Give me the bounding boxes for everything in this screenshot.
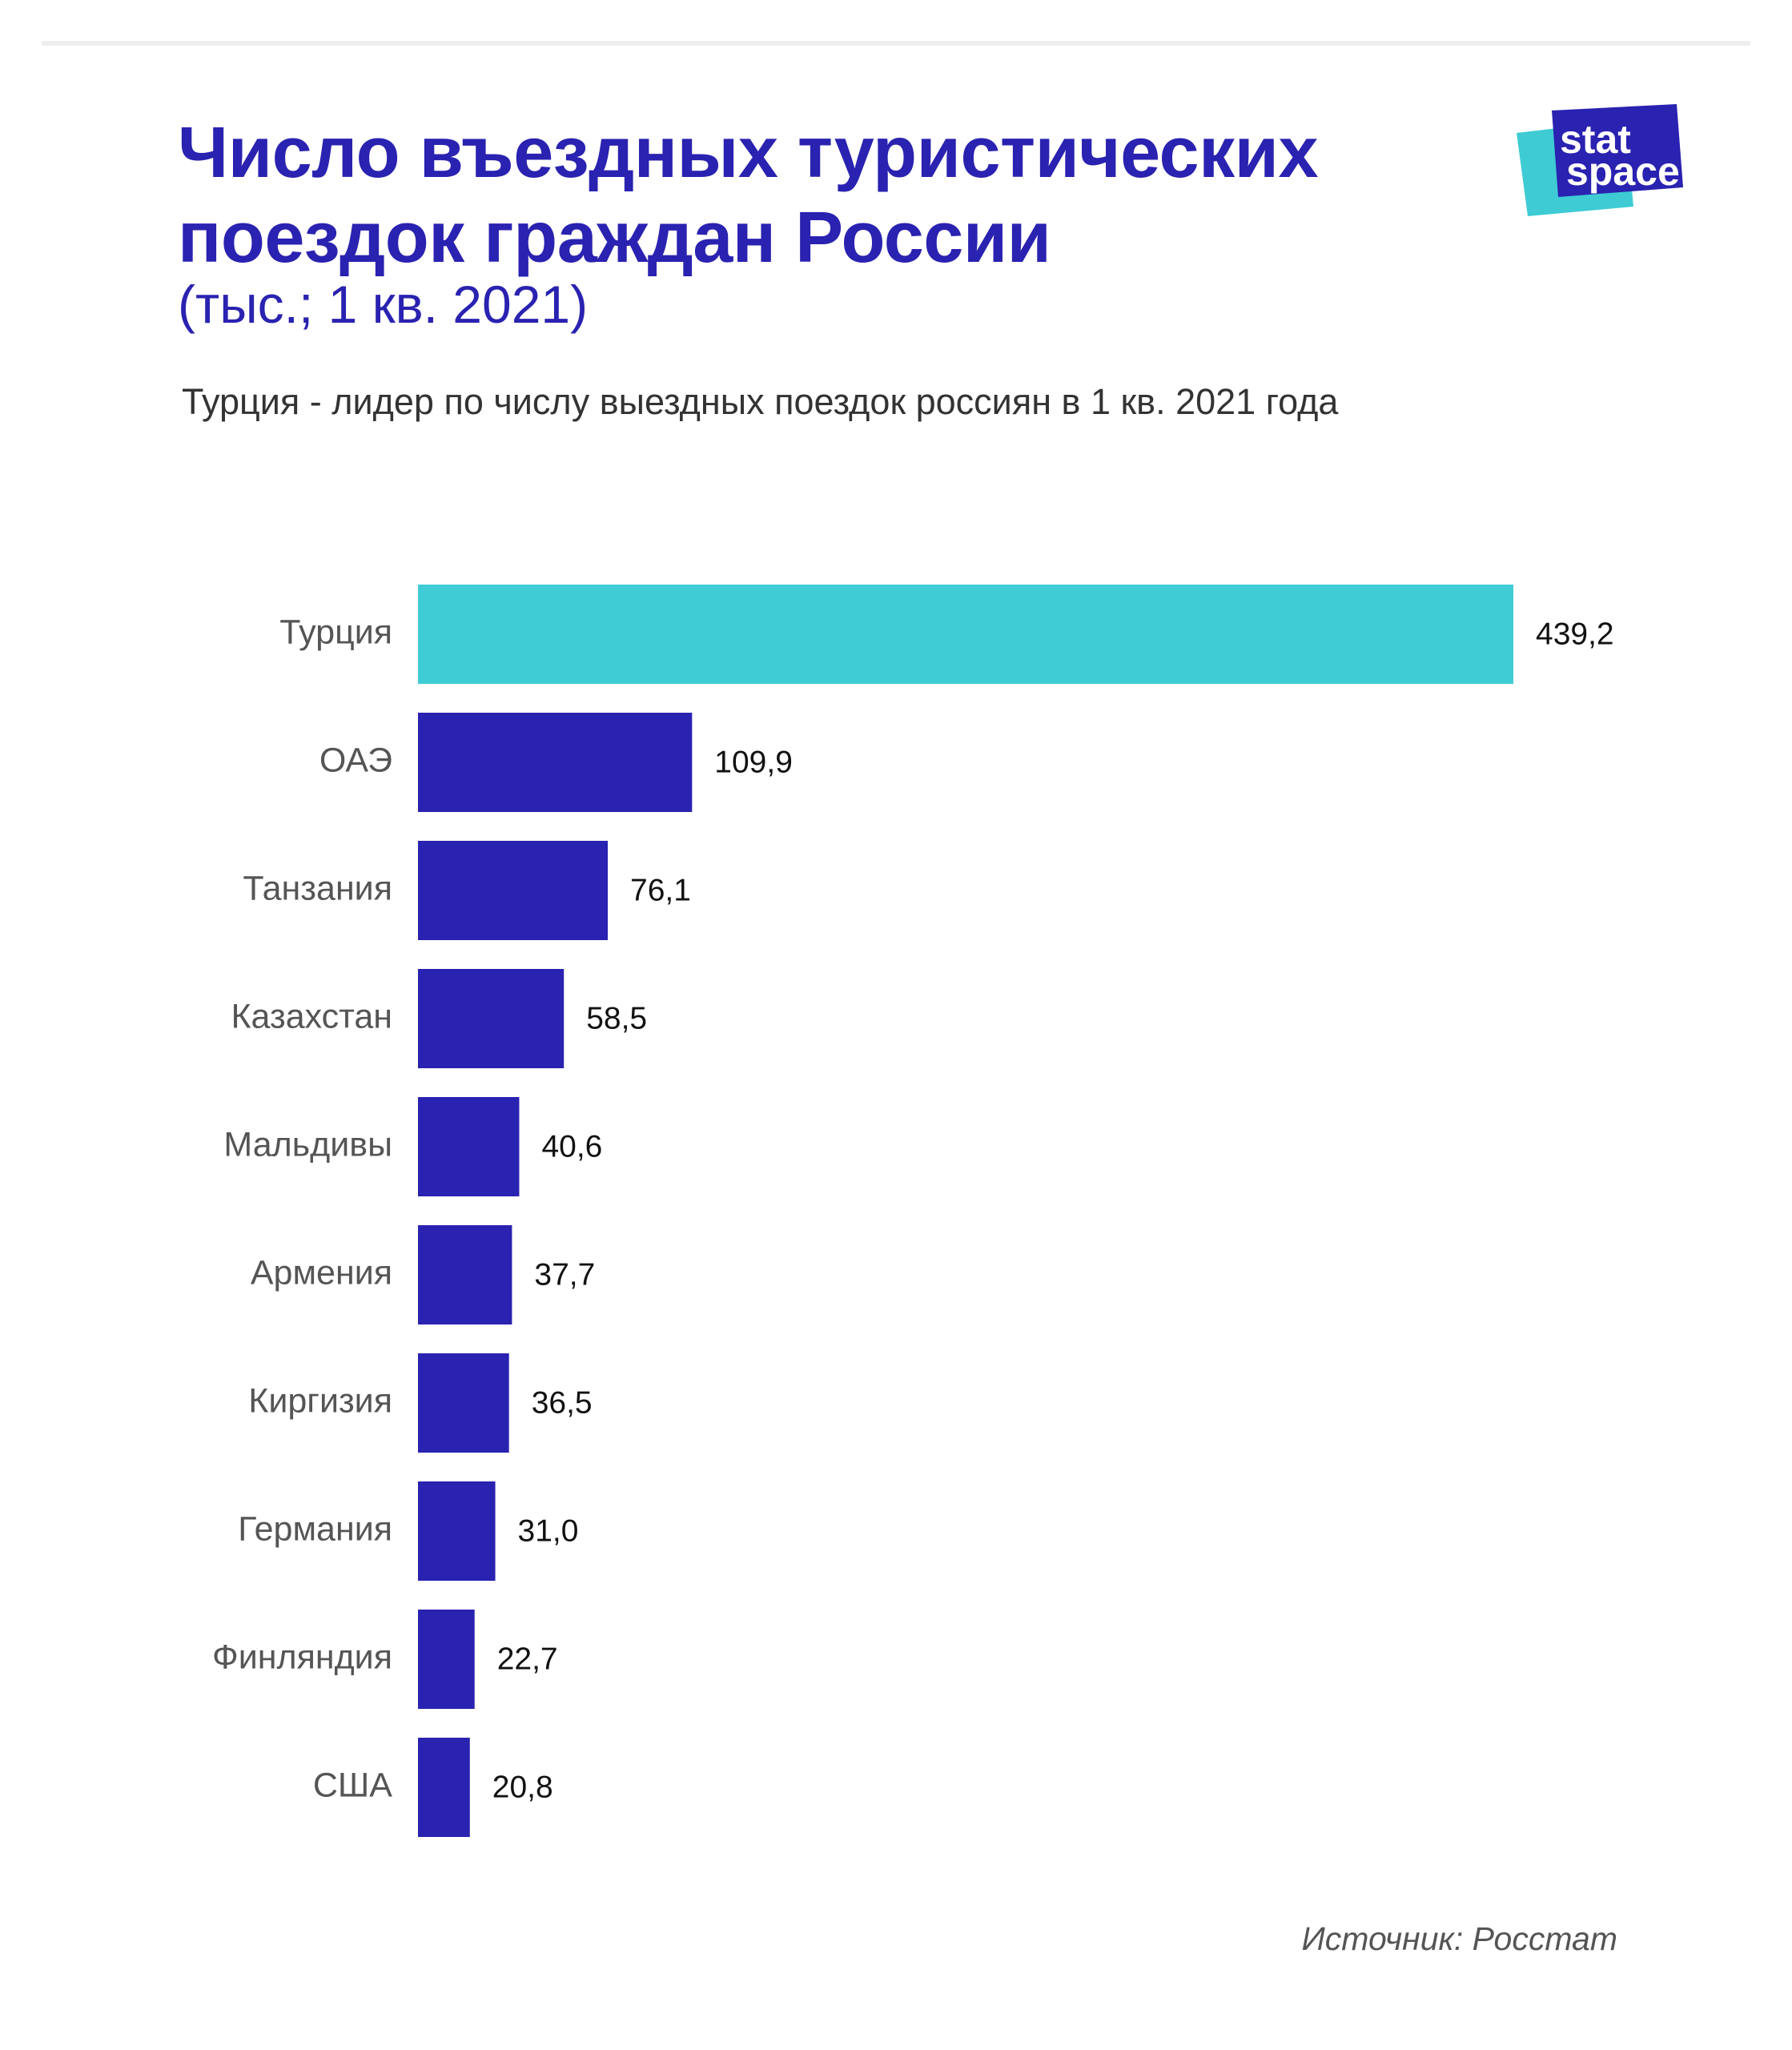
category-label: Финляндия — [212, 1638, 392, 1676]
value-label: 40,6 — [541, 1129, 602, 1164]
bar-chart: Турция 439,2 ОАЭ 109,9 Танзания 76,1 Казахстан… — [212, 585, 1614, 1837]
bar — [418, 841, 609, 940]
logo-text-line1: stat — [1560, 117, 1631, 162]
category-label: Мальдивы — [223, 1125, 392, 1164]
bar — [418, 713, 693, 812]
category-label: Танзания — [243, 869, 392, 907]
logo-shape-icon — [1517, 104, 1683, 216]
value-label: 31,0 — [518, 1513, 579, 1548]
title-line-2: поездок граждан России — [178, 198, 1051, 278]
bar — [418, 585, 1513, 684]
value-label: 439,2 — [1536, 617, 1614, 651]
value-label: 22,7 — [497, 1642, 558, 1676]
category-label: США — [313, 1766, 392, 1804]
category-label: Германия — [238, 1509, 392, 1548]
category-label: Казахстан — [231, 997, 393, 1035]
source-note: Источник: Росстат — [1301, 1920, 1617, 1957]
statspace-logo: stat space — [1505, 104, 1714, 224]
bar — [418, 1481, 496, 1581]
value-label: 20,8 — [492, 1770, 553, 1804]
category-label: Киргизия — [248, 1381, 392, 1420]
value-label: 76,1 — [630, 873, 691, 907]
logo-text: stat space — [1560, 117, 1680, 194]
value-label: 109,9 — [714, 745, 793, 779]
bar — [418, 1610, 475, 1709]
chart-subtitle: Турция - лидер по числу выездных поездок… — [182, 381, 1339, 422]
title-line-1: Число въездных туристических — [178, 113, 1319, 193]
bar — [418, 1097, 520, 1196]
bar — [418, 1353, 509, 1453]
value-label: 58,5 — [586, 1001, 647, 1035]
bar — [418, 969, 565, 1068]
bar — [418, 1225, 512, 1324]
value-label: 36,5 — [532, 1385, 593, 1420]
logo-text-line2: space — [1566, 149, 1680, 194]
chart-title: Число въездных туристических поездок гра… — [178, 111, 1539, 280]
value-label: 37,7 — [534, 1257, 595, 1292]
category-label: Турция — [279, 613, 392, 651]
bar — [418, 1738, 470, 1837]
category-label: Армения — [251, 1253, 392, 1292]
title-units: (тыс.; 1 кв. 2021) — [178, 275, 589, 334]
top-divider — [42, 41, 1750, 46]
category-label: ОАЭ — [319, 741, 392, 779]
